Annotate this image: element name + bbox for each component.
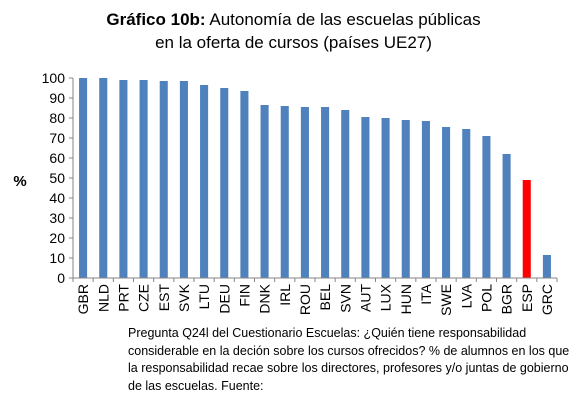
chart-title-rest: Autonomía de las escuelas públicas <box>209 10 481 29</box>
x-tick-label-hun: HUN <box>398 284 414 314</box>
bar-hun <box>401 120 410 278</box>
bar-bgr <box>502 154 511 278</box>
bar-esp <box>522 180 531 278</box>
footnote: Pregunta Q24l del Cuestionario Escuelas:… <box>128 326 570 393</box>
x-tick-label-cze: CZE <box>136 284 152 312</box>
bar-dnk <box>260 105 269 278</box>
x-tick-label-irl: IRL <box>277 284 293 306</box>
y-tick-label: 80 <box>49 110 65 126</box>
x-tick-label-dnk: DNK <box>257 283 273 313</box>
bar-ita <box>421 121 430 278</box>
bar-gbr <box>79 78 88 278</box>
x-tick-label-pol: POL <box>478 284 494 312</box>
bar-prt <box>119 80 128 278</box>
x-tick-label-grc: GRC <box>539 284 555 315</box>
bar-pol <box>482 136 491 278</box>
chart-title-line-1: Gráfico 10b: Autonomía de las escuelas p… <box>0 8 587 31</box>
y-tick-label: 0 <box>57 270 65 286</box>
x-tick-label-ita: ITA <box>418 283 434 304</box>
chart-title: Gráfico 10b: Autonomía de las escuelas p… <box>0 8 587 54</box>
x-tick-label-est: EST <box>156 284 172 312</box>
x-tick-label-aut: AUT <box>357 284 373 312</box>
bar-svn <box>341 110 350 278</box>
bar-ltu <box>200 85 209 278</box>
y-tick-label: 40 <box>49 190 65 206</box>
x-tick-label-svk: SVK <box>176 283 192 312</box>
x-axis: GBR NLD PRT CZE EST SVK LTU DEU FIN DNK IRL ROU BEL S… <box>72 278 558 316</box>
y-tick-label: 10 <box>49 250 65 266</box>
x-tick-label-esp: ESP <box>519 284 535 312</box>
bar-cze <box>139 80 148 278</box>
bar-bel <box>321 107 330 278</box>
bar-aut <box>361 117 370 278</box>
bar-rou <box>300 107 309 278</box>
x-tick-label-rou: ROU <box>297 284 313 315</box>
chart-title-line-2: en la oferta de cursos (países UE27) <box>155 33 432 52</box>
x-tick-label-deu: DEU <box>216 284 232 314</box>
bar-swe <box>442 127 451 278</box>
y-tick-label: 60 <box>49 150 65 166</box>
y-tick-label: 90 <box>49 90 65 106</box>
bar-svk <box>179 81 188 278</box>
bars <box>79 78 551 278</box>
y-tick-label: 50 <box>49 170 65 186</box>
y-tick-label: 70 <box>49 130 65 146</box>
y-tick-label: 20 <box>49 230 65 246</box>
bar-nld <box>99 78 108 278</box>
bar-irl <box>280 106 289 278</box>
y-axis: 0 10 20 30 40 50 60 70 80 90 100 <box>42 70 73 286</box>
x-tick-label-prt: PRT <box>115 284 131 312</box>
x-tick-label-lux: LUX <box>378 283 394 311</box>
chart-title-bold: Gráfico 10b: <box>106 10 206 29</box>
y-axis-label: % <box>13 173 26 190</box>
bar-chart: % 0 10 20 30 40 50 60 70 80 90 100 GBR NLD PRT CZE EST… <box>13 70 558 316</box>
x-tick-label-svn: SVN <box>337 284 353 313</box>
y-tick-label: 30 <box>49 210 65 226</box>
x-tick-label-lva: LVA <box>458 283 474 308</box>
x-tick-label-bel: BEL <box>317 284 333 311</box>
bar-est <box>159 81 168 278</box>
y-tick-label: 100 <box>42 70 66 86</box>
bar-grc <box>542 255 551 278</box>
x-tick-label-nld: NLD <box>95 284 111 312</box>
x-tick-label-ltu: LTU <box>196 284 212 309</box>
x-tick-label-swe: SWE <box>438 284 454 316</box>
x-tick-label-fin: FIN <box>236 284 252 307</box>
bar-lva <box>462 129 471 278</box>
x-tick-label-bgr: BGR <box>499 284 515 314</box>
bar-deu <box>220 88 229 278</box>
x-tick-label-gbr: GBR <box>75 284 91 314</box>
bar-lux <box>381 118 390 278</box>
bar-fin <box>240 91 249 278</box>
